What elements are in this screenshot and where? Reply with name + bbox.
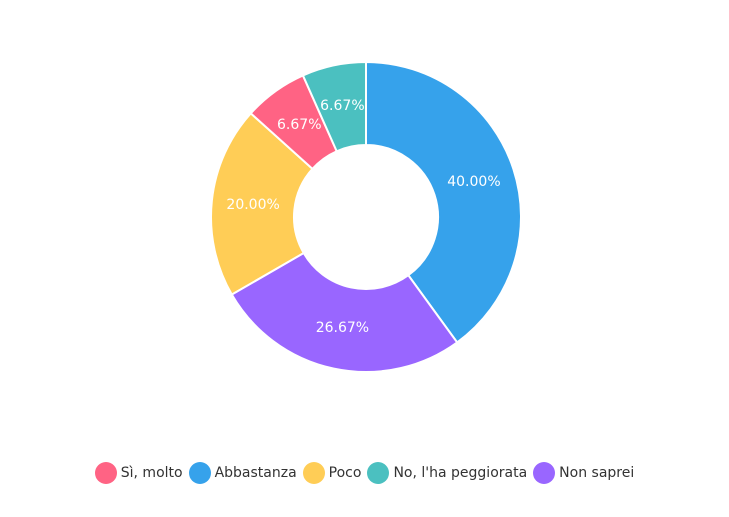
slice-no-l-ha-peggiorata[interactable] (301, 60, 367, 153)
data-label-poco: 20.00% (226, 197, 279, 213)
legend-label: Poco (328, 465, 362, 481)
legend-item-non-saprei[interactable]: Non saprei (533, 462, 634, 484)
legend-swatch (302, 462, 325, 484)
slice-poco[interactable] (210, 111, 314, 296)
legend-label: Sì, molto (120, 465, 183, 481)
legend-item-si-molto[interactable]: Sì, molto (94, 462, 183, 484)
legend-swatch (367, 462, 390, 484)
data-label-non-saprei: 26.67% (316, 320, 369, 336)
slice-non-saprei[interactable] (230, 251, 459, 373)
legend-label: No, l'ha peggiorata (393, 465, 528, 481)
legend-label: Non saprei (559, 465, 635, 481)
data-label-si-molto: 6.67% (277, 117, 321, 133)
data-label-no-l-ha-peggiorata: 6.67% (320, 98, 364, 114)
legend-item-abbastanza[interactable]: Abbastanza (188, 462, 297, 484)
data-label-abbastanza: 40.00% (447, 174, 500, 190)
legend-label: Abbastanza (214, 465, 297, 481)
legend-item-no-peggiorata[interactable]: No, l'ha peggiorata (367, 462, 527, 484)
chart-legend: Sì, molto Abbastanza Poco No, l'ha peggi… (0, 462, 729, 484)
slice-labels: 40.00% 26.67% 20.00% 6.67% 6.67% (226, 98, 500, 336)
legend-swatch (188, 462, 211, 484)
slice-abbastanza[interactable] (365, 60, 522, 344)
legend-item-poco[interactable]: Poco (302, 462, 362, 484)
legend-swatch (94, 462, 117, 484)
donut-slices (210, 60, 522, 373)
legend-swatch (533, 462, 556, 484)
